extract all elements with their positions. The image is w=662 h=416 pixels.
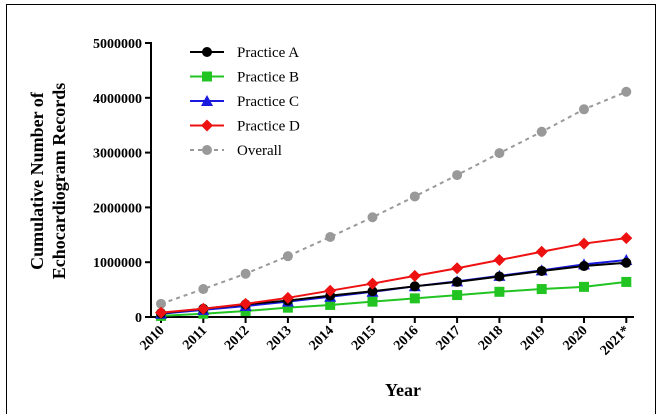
legend: Practice A Practice B Practice C Practice D… <box>190 45 300 159</box>
legend-marker <box>202 47 212 57</box>
data-point-practice-a <box>579 261 589 272</box>
series-practice-b <box>156 276 632 321</box>
data-point-practice-d <box>239 297 252 310</box>
data-point-practice-b <box>367 296 378 307</box>
data-point-practice-d <box>535 245 548 258</box>
x-tick-label: 2020 <box>560 323 590 353</box>
legend-item-practice-b: Practice B <box>190 70 299 86</box>
data-point-practice-a <box>367 286 378 297</box>
data-point-overall <box>452 170 463 181</box>
y-tick-label: 1000000 <box>93 256 142 271</box>
series-line-practice-d <box>160 237 627 314</box>
data-point-practice-d <box>578 237 590 250</box>
x-axis-title: Year <box>385 380 421 400</box>
legend-item-overall: Overall <box>190 143 282 159</box>
data-point-practice-d <box>408 269 421 282</box>
data-point-overall <box>198 284 209 295</box>
data-point-practice-a <box>409 281 420 292</box>
data-point-overall <box>156 298 166 309</box>
data-point-practice-b <box>325 299 336 310</box>
legend-label: Practice B <box>237 70 299 86</box>
data-point-practice-b <box>282 302 293 313</box>
data-point-practice-d <box>620 232 633 245</box>
data-point-overall <box>536 126 547 137</box>
y-tick-label: 4000000 <box>93 92 142 107</box>
x-tick-label: 2016 <box>391 323 421 353</box>
y-tick-labels: 0 1000000 2000000 3000000 4000000 5000000 <box>93 37 142 326</box>
x-tick-label: 2018 <box>476 323 506 353</box>
series-line-overall <box>160 90 627 305</box>
data-point-overall <box>494 148 505 159</box>
series-line-practice-b <box>160 280 627 317</box>
y-tick-label: 5000000 <box>93 37 142 52</box>
data-point-practice-b <box>494 286 505 297</box>
data-point-practice-d <box>281 291 294 304</box>
y-axis-title-line-2: Echocardiogram Records <box>49 83 69 279</box>
data-point-practice-d <box>493 254 506 267</box>
series-practice-d <box>155 232 633 319</box>
data-point-overall <box>579 104 589 115</box>
axes <box>145 42 634 323</box>
data-point-practice-a <box>494 271 505 282</box>
legend-item-practice-c: Practice C <box>190 94 299 110</box>
data-point-practice-a <box>621 257 632 268</box>
legend-marker <box>202 71 212 82</box>
x-tick-label: 2013 <box>264 323 294 353</box>
data-point-overall <box>325 231 336 242</box>
x-tick-label: 2017 <box>434 323 464 353</box>
legend-label: Practice C <box>237 94 299 110</box>
data-point-practice-d <box>451 262 464 275</box>
x-tick-labels: 2010 2011 2012 2013 2014 2015 2016 2017 2018 2019… <box>137 323 633 358</box>
legend-label: Practice A <box>237 45 299 61</box>
data-point-overall <box>367 212 378 223</box>
data-point-practice-b <box>536 284 547 295</box>
y-tick-label: 2000000 <box>93 201 142 216</box>
data-point-overall <box>282 251 293 262</box>
data-point-overall <box>240 268 251 279</box>
data-point-practice-a <box>452 276 463 287</box>
y-axis-title-line-1: Cumulative Number of <box>27 91 47 270</box>
legend-label: Overall <box>237 143 282 159</box>
data-point-practice-b <box>452 290 463 301</box>
series-practice-c <box>155 254 633 319</box>
y-tick-label: 3000000 <box>93 147 142 162</box>
data-point-practice-d <box>155 306 167 319</box>
data-point-practice-d <box>197 302 210 315</box>
data-point-overall <box>409 191 420 202</box>
data-point-practice-b <box>409 293 420 304</box>
x-tick-label: 2011 <box>180 323 210 353</box>
data-point-practice-d <box>324 284 337 297</box>
x-tick-label: 2021* <box>598 323 633 358</box>
legend-marker <box>201 119 213 132</box>
y-axis-title: Cumulative Number of Echocardiogram Reco… <box>27 83 69 279</box>
data-point-practice-b <box>621 276 632 287</box>
data-point-overall <box>621 86 632 97</box>
series-overall <box>156 86 632 309</box>
x-tick-label: 2014 <box>307 323 337 353</box>
legend-label: Practice D <box>237 119 300 135</box>
series-layer <box>155 86 633 321</box>
x-tick-label: 2012 <box>222 323 252 353</box>
x-tick-label: 2015 <box>349 323 379 353</box>
data-point-practice-a <box>536 265 547 276</box>
legend-item-practice-a: Practice A <box>190 45 299 61</box>
y-tick-label: 0 <box>135 311 142 326</box>
legend-marker <box>201 95 213 106</box>
data-point-practice-b <box>579 281 589 292</box>
legend-marker <box>202 145 212 155</box>
x-tick-label: 2019 <box>518 323 548 353</box>
legend-item-practice-d: Practice D <box>190 119 300 135</box>
x-tick-label: 2010 <box>137 323 167 353</box>
data-point-practice-d <box>366 277 379 290</box>
figure-frame <box>6 4 656 414</box>
